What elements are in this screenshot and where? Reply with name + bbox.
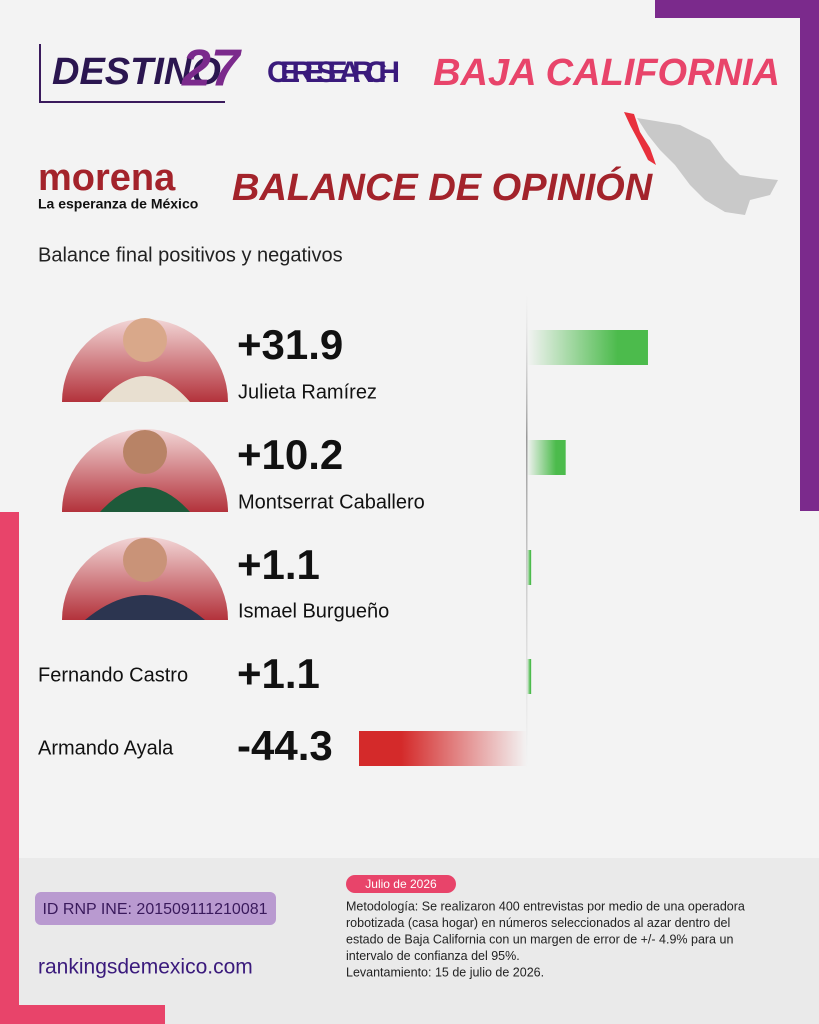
website[interactable]: rankingsdemexico.com	[38, 956, 253, 979]
bar	[527, 659, 532, 694]
value-label: +1.1	[237, 650, 320, 697]
frame-right	[800, 0, 819, 511]
bar	[527, 440, 566, 475]
map	[624, 112, 778, 215]
party: morena	[38, 157, 176, 199]
brand: DESTINO	[52, 51, 221, 93]
registry-badge	[35, 892, 276, 925]
frame-left	[0, 512, 19, 1024]
candidate-name: Fernando Castro	[38, 664, 188, 686]
registry: ID RNP INE: 201509111210081	[42, 901, 267, 918]
value-label: +31.9	[237, 321, 343, 368]
brand-number: 27	[181, 40, 242, 98]
value-label: -44.3	[237, 722, 333, 769]
value-label: +1.1	[237, 541, 320, 588]
state: BAJA CALIFORNIA	[433, 52, 780, 94]
frame-top	[655, 0, 819, 18]
methodology-line: intervalo de confianza del 95%.	[346, 949, 520, 963]
methodology-line: robotizada (casa hogar) en números selec…	[346, 916, 730, 930]
methodology-line: estado de Baja California con un margen …	[346, 932, 733, 946]
bar	[527, 330, 648, 365]
candidate-name: Armando Ayala	[38, 737, 174, 759]
candidate-name: Montserrat Caballero	[238, 491, 425, 513]
photos	[62, 318, 228, 620]
methodology-line: Metodología: Se realizaron 400 entrevist…	[346, 899, 745, 913]
methodology-line: Levantamiento: 15 de julio de 2026.	[346, 965, 544, 979]
frame-bottom	[0, 1005, 165, 1024]
party-tagline: La esperanza de México	[38, 196, 198, 212]
zero-axis	[526, 295, 528, 770]
partner: CERESEARCH	[267, 56, 400, 89]
bar	[359, 731, 527, 766]
date-badge	[346, 875, 456, 893]
logo-frame	[39, 44, 225, 103]
subtitle: Balance final positivos y negativos	[38, 244, 343, 266]
title: BALANCE DE OPINIÓN	[232, 165, 654, 209]
value-label: +10.2	[237, 431, 343, 478]
date: Julio de 2026	[365, 877, 437, 891]
candidate-name: Ismael Burgueño	[238, 600, 389, 622]
candidate-name: Julieta Ramírez	[238, 381, 377, 403]
bar	[527, 550, 532, 585]
